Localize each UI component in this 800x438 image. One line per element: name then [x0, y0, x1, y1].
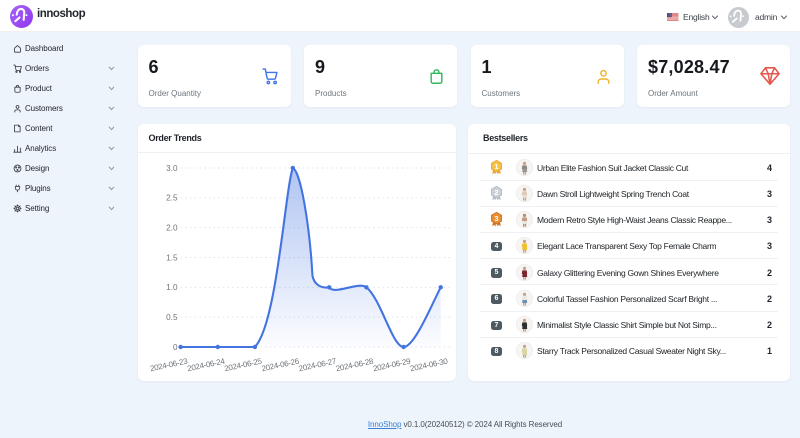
svg-text:3.0: 3.0	[166, 164, 178, 173]
svg-text:2024-06-23: 2024-06-23	[149, 356, 189, 373]
svg-text:2.0: 2.0	[166, 223, 178, 232]
svg-text:3: 3	[494, 214, 498, 223]
svg-text:2: 2	[494, 188, 498, 197]
svg-text:2.5: 2.5	[166, 194, 178, 203]
svg-text:1: 1	[494, 162, 498, 171]
svg-text:2024-06-26: 2024-06-26	[261, 356, 301, 373]
svg-text:2024-06-28: 2024-06-28	[335, 356, 375, 373]
svg-text:2024-06-24: 2024-06-24	[186, 356, 226, 373]
svg-text:2024-06-27: 2024-06-27	[298, 356, 338, 373]
svg-text:0.5: 0.5	[166, 313, 178, 322]
svg-text:1.0: 1.0	[166, 283, 178, 292]
svg-text:2024-06-30: 2024-06-30	[409, 356, 449, 373]
svg-text:1.5: 1.5	[166, 253, 178, 262]
svg-text:0: 0	[173, 343, 178, 352]
svg-text:2024-06-25: 2024-06-25	[224, 356, 264, 373]
svg-text:2024-06-29: 2024-06-29	[372, 356, 412, 373]
